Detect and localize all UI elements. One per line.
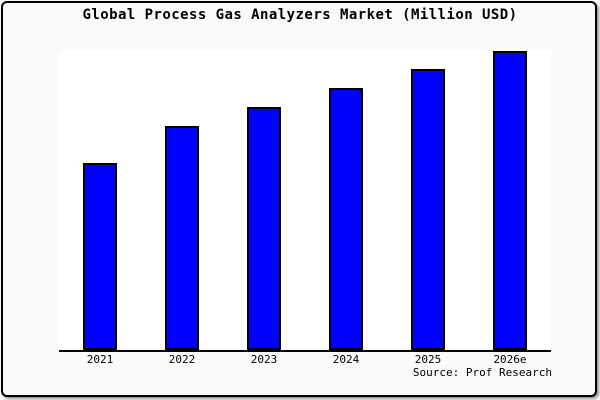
bar-2025 — [411, 69, 445, 350]
bar-2023 — [247, 107, 281, 350]
bar-2022 — [165, 126, 199, 350]
chart-title: Global Process Gas Analyzers Market (Mil… — [82, 7, 518, 23]
x-tick-label-2022: 2022 — [168, 353, 196, 366]
bar-2021 — [83, 163, 117, 350]
source-note: Source: Prof Research — [412, 366, 552, 379]
x-axis-line — [59, 350, 551, 352]
x-tick-label-2025: 2025 — [414, 353, 442, 366]
x-tick-label-2021: 2021 — [86, 353, 114, 366]
x-tick-label-2023: 2023 — [250, 353, 278, 366]
bar-2026e — [493, 51, 527, 350]
bar-2024 — [329, 88, 363, 350]
x-tick-label-2024: 2024 — [332, 353, 360, 366]
plot-area — [59, 50, 551, 350]
x-tick-label-2026e: 2026e — [493, 353, 527, 366]
